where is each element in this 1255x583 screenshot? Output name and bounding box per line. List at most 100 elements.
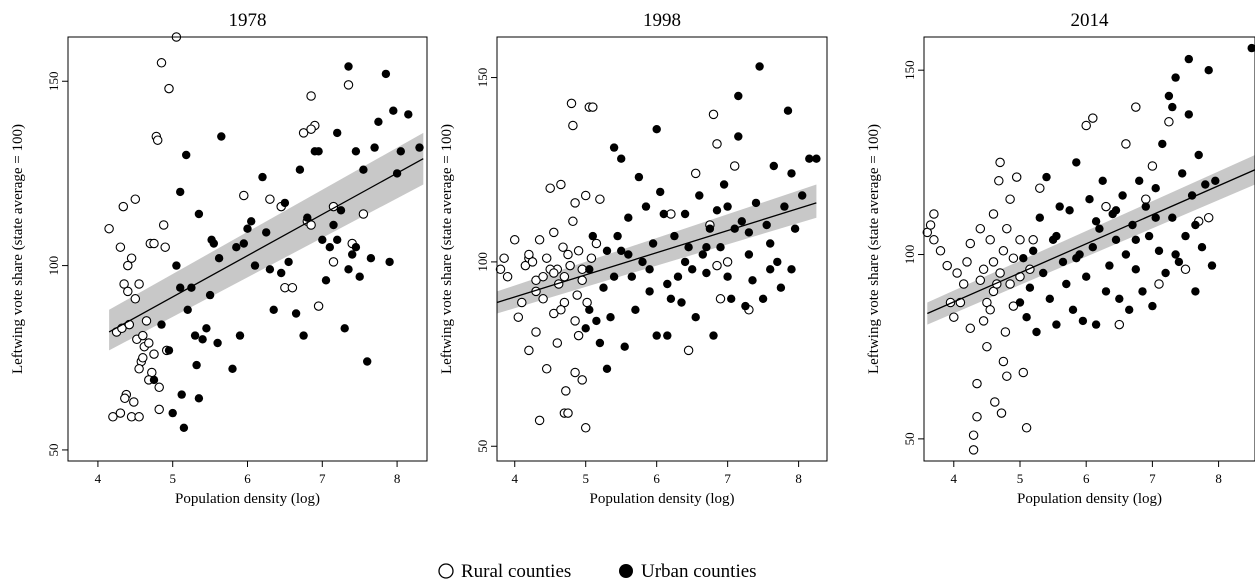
rural-county-point — [572, 290, 582, 300]
urban-county-point — [176, 187, 185, 197]
rural-county-point — [1147, 161, 1158, 171]
urban-county-point — [748, 276, 757, 285]
urban-county-point — [172, 261, 181, 270]
rural-county-point — [995, 268, 1005, 278]
rural-county-point — [534, 415, 545, 426]
urban-county-point — [677, 298, 686, 307]
urban-county-point — [389, 106, 398, 115]
rural-county-point — [134, 279, 144, 289]
urban-county-point — [585, 305, 594, 314]
y-axis-label: Leftwing vote share (state average = 100… — [439, 124, 455, 374]
legend-rural-marker — [438, 563, 454, 579]
urban-county-point — [1247, 43, 1255, 53]
urban-county-point — [716, 243, 725, 252]
urban-county-point — [295, 165, 305, 174]
rural-county-point — [1011, 172, 1022, 182]
panel-1998: 1998 4 5 6 7 8 50 100 150 Population density (log… — [439, 10, 828, 507]
rural-county-point — [1088, 113, 1098, 123]
rural-county-point — [988, 209, 999, 219]
rural-county-point — [156, 58, 167, 68]
rural-county-point — [683, 345, 694, 356]
rural-county-point — [563, 249, 573, 260]
x-axis-label: Population density (log) — [175, 491, 320, 507]
rural-county-point — [513, 312, 524, 322]
urban-county-point — [1029, 246, 1038, 255]
rural-county-point — [509, 235, 520, 245]
urban-county-point — [1121, 250, 1131, 259]
urban-county-point — [737, 217, 746, 226]
urban-county-point — [329, 220, 338, 230]
x-tick-label: 7 — [724, 471, 731, 486]
urban-county-point — [214, 254, 224, 263]
legend-urban-label: Urban counties — [641, 561, 757, 582]
urban-county-point — [656, 187, 665, 197]
urban-county-point — [1062, 279, 1071, 289]
rural-county-point — [582, 297, 592, 308]
urban-county-point — [719, 180, 729, 189]
urban-county-point — [192, 360, 201, 370]
rural-county-point — [549, 227, 559, 238]
rural-county-point — [524, 249, 534, 260]
urban-county-point — [766, 239, 775, 248]
legend-rural-label: Rural counties — [461, 561, 571, 582]
urban-county-point — [1115, 294, 1124, 303]
rural-county-point — [722, 257, 733, 267]
urban-county-point — [1072, 158, 1081, 167]
rural-county-point — [573, 330, 584, 341]
rural-county-point — [1028, 235, 1038, 245]
urban-county-point — [355, 272, 364, 281]
urban-county-point — [277, 268, 286, 278]
urban-county-point — [766, 265, 775, 274]
urban-county-point — [1105, 261, 1114, 270]
urban-county-point — [734, 132, 743, 141]
rural-county-point — [1015, 235, 1025, 245]
urban-county-point — [363, 357, 372, 366]
rural-county-point — [935, 246, 946, 256]
rural-county-point — [558, 242, 568, 252]
rural-county-point — [568, 216, 578, 227]
rural-county-point — [982, 341, 992, 352]
y-axis-label: Leftwing vote share (state average = 100… — [10, 124, 26, 374]
urban-county-point — [1168, 102, 1177, 112]
rural-county-point — [568, 120, 578, 131]
rural-county-point — [123, 286, 133, 297]
rural-county-point — [580, 190, 591, 201]
rural-county-point — [580, 423, 591, 433]
urban-county-point — [773, 257, 782, 267]
urban-county-point — [652, 125, 661, 134]
urban-county-point — [344, 62, 353, 71]
rural-county-point — [998, 246, 1009, 256]
urban-county-point — [205, 290, 215, 300]
rural-county-point — [541, 253, 552, 263]
urban-county-point — [396, 147, 405, 156]
urban-county-point — [624, 213, 633, 222]
urban-county-point — [627, 272, 636, 281]
rural-county-point — [1005, 194, 1015, 204]
urban-county-point — [599, 283, 608, 292]
rural-county-point — [118, 201, 129, 212]
urban-county-point — [1204, 66, 1213, 75]
urban-county-point — [1158, 139, 1167, 149]
urban-county-point — [157, 320, 166, 329]
urban-county-point — [659, 209, 668, 219]
urban-county-point — [1072, 254, 1081, 263]
urban-county-point — [666, 294, 676, 303]
rural-county-point — [154, 404, 164, 415]
y-tick-label: 150 — [475, 68, 490, 88]
rural-county-point — [524, 345, 534, 356]
urban-county-point — [617, 154, 626, 163]
x-tick-label: 8 — [1215, 471, 1222, 486]
x-tick-label: 6 — [1083, 471, 1090, 486]
urban-county-point — [1201, 180, 1210, 189]
x-tick-label: 8 — [795, 471, 802, 486]
rural-county-point — [556, 305, 566, 315]
urban-county-point — [217, 132, 226, 141]
urban-county-point — [1131, 235, 1141, 244]
urban-county-point — [691, 313, 700, 322]
urban-county-point — [333, 235, 342, 244]
rural-county-point — [130, 294, 141, 304]
urban-county-point — [190, 331, 200, 340]
urban-county-point — [351, 243, 361, 252]
urban-county-point — [176, 283, 185, 292]
rural-county-point — [115, 408, 126, 418]
